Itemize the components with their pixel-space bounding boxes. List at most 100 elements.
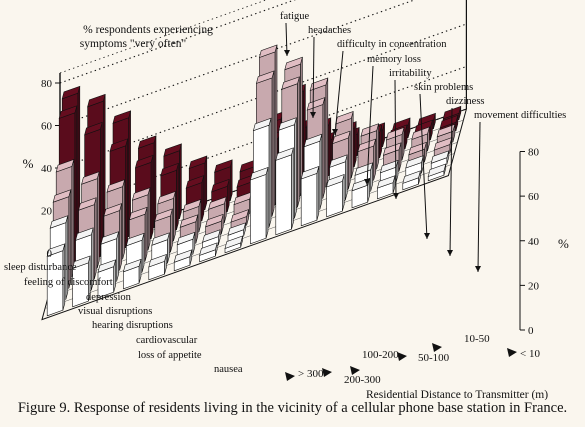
bar-side bbox=[316, 166, 320, 221]
symptom-label-left: feeling of discomfort bbox=[24, 277, 113, 288]
bar-side bbox=[100, 122, 103, 257]
bar-side bbox=[294, 117, 297, 219]
bar-side bbox=[265, 167, 269, 239]
bar-top bbox=[332, 130, 351, 145]
bar bbox=[46, 243, 66, 317]
symptom-label-left: sleep disturbance bbox=[4, 262, 77, 273]
bar bbox=[224, 235, 244, 254]
symptom-label-top: dizziness bbox=[446, 96, 485, 107]
distance-label: < 10 bbox=[520, 348, 540, 360]
bar-top bbox=[199, 242, 218, 256]
distance-label: 100-200 bbox=[362, 349, 399, 361]
left-tick-label: 40 bbox=[41, 163, 53, 175]
bar-top bbox=[436, 123, 456, 138]
bar-top bbox=[52, 189, 72, 203]
bar bbox=[300, 166, 320, 227]
bar-side bbox=[179, 143, 182, 219]
bar-top bbox=[329, 154, 348, 168]
symptom-arrow bbox=[312, 36, 315, 119]
bar-top bbox=[163, 143, 182, 157]
bar-top bbox=[151, 232, 170, 246]
symptom-arrow bbox=[477, 121, 481, 273]
symptom-label-top: skin problems bbox=[414, 82, 473, 93]
symptom-label-top: memory loss bbox=[367, 54, 421, 65]
bar-side bbox=[144, 207, 148, 262]
bar-side bbox=[204, 155, 208, 210]
symptom-label-top: headaches bbox=[308, 25, 351, 36]
bar-top bbox=[125, 232, 145, 247]
arrow-head bbox=[447, 250, 453, 256]
bar-side bbox=[71, 159, 75, 277]
bar-side bbox=[176, 163, 179, 230]
symptom-label-top: difficulty in concentration bbox=[337, 39, 447, 50]
symptom-label-left: loss of appetite bbox=[138, 350, 202, 361]
arrow-head bbox=[424, 233, 430, 239]
distance-arrow bbox=[322, 368, 332, 377]
right-tick-label: 60 bbox=[528, 191, 540, 203]
bar bbox=[326, 174, 345, 218]
bar bbox=[122, 258, 142, 290]
chart-title-line-1: % respondents experiencing bbox=[83, 24, 213, 36]
distance-label: 50-100 bbox=[418, 352, 450, 364]
bars bbox=[46, 44, 462, 317]
symptom-label-top: movement difficulties bbox=[474, 110, 566, 121]
arrow-head bbox=[284, 50, 290, 56]
bar-side bbox=[271, 70, 275, 217]
symptom-arrow bbox=[366, 65, 374, 186]
bar-front bbox=[326, 180, 343, 218]
bar-front bbox=[275, 154, 292, 236]
bar-top bbox=[303, 133, 323, 148]
right-tick-label: 80 bbox=[528, 147, 540, 159]
left-tick-label: 60 bbox=[41, 121, 53, 133]
figure-caption: Figure 9. Response of residents living i… bbox=[17, 400, 568, 416]
bar-top bbox=[148, 254, 167, 268]
bar-top bbox=[430, 150, 450, 164]
bar bbox=[249, 167, 269, 245]
bar-top bbox=[103, 203, 123, 217]
bar bbox=[173, 249, 193, 272]
bar-side bbox=[291, 147, 294, 230]
bar-side bbox=[122, 179, 125, 259]
bar-side bbox=[68, 189, 72, 289]
symptom-arrow bbox=[334, 50, 344, 136]
bar-top bbox=[185, 175, 205, 189]
bar-top bbox=[258, 44, 278, 58]
chart-title-line-2: symptoms "very often" bbox=[80, 38, 187, 50]
bar-top bbox=[128, 206, 148, 221]
x-axis-label: Residential Distance to Transmitter (m) bbox=[366, 389, 548, 400]
bar-top bbox=[284, 56, 303, 71]
symptom-label-left: cardiovascular bbox=[136, 335, 198, 346]
right-tick-label: 40 bbox=[528, 236, 540, 248]
bar bbox=[199, 242, 218, 263]
bar-top bbox=[249, 167, 269, 181]
bar-front bbox=[250, 173, 267, 245]
bar-top bbox=[176, 231, 196, 246]
right-tick-label: 0 bbox=[528, 325, 534, 337]
bar-top bbox=[182, 199, 202, 213]
bar-side bbox=[322, 97, 326, 199]
arrow-head bbox=[364, 179, 370, 185]
gridline-z-20 bbox=[59, 65, 467, 212]
bar-front bbox=[300, 172, 318, 227]
bar-top bbox=[58, 105, 78, 119]
bar-top bbox=[211, 178, 230, 193]
symptom-arrow bbox=[419, 93, 428, 240]
bar-side bbox=[150, 155, 154, 239]
bar-side bbox=[268, 118, 272, 228]
bar-top bbox=[309, 77, 329, 91]
arrow-head bbox=[475, 266, 481, 272]
bar-side bbox=[347, 131, 351, 190]
bar-top bbox=[179, 214, 199, 228]
bar-top bbox=[402, 170, 421, 184]
gridline-z-40 bbox=[59, 23, 467, 169]
bar-top bbox=[157, 191, 176, 205]
bar-top bbox=[278, 117, 297, 131]
z-axis-label-right: % bbox=[558, 236, 569, 251]
bar-top bbox=[154, 208, 173, 222]
distance-arrow bbox=[350, 366, 360, 375]
bar-top bbox=[202, 229, 221, 243]
bar-side bbox=[125, 138, 128, 248]
bar-side bbox=[94, 197, 97, 280]
bar-top bbox=[49, 215, 69, 229]
labels: 0 20 40 60 80% 0 20 40 60 80% % respondents experi… bbox=[4, 11, 569, 400]
